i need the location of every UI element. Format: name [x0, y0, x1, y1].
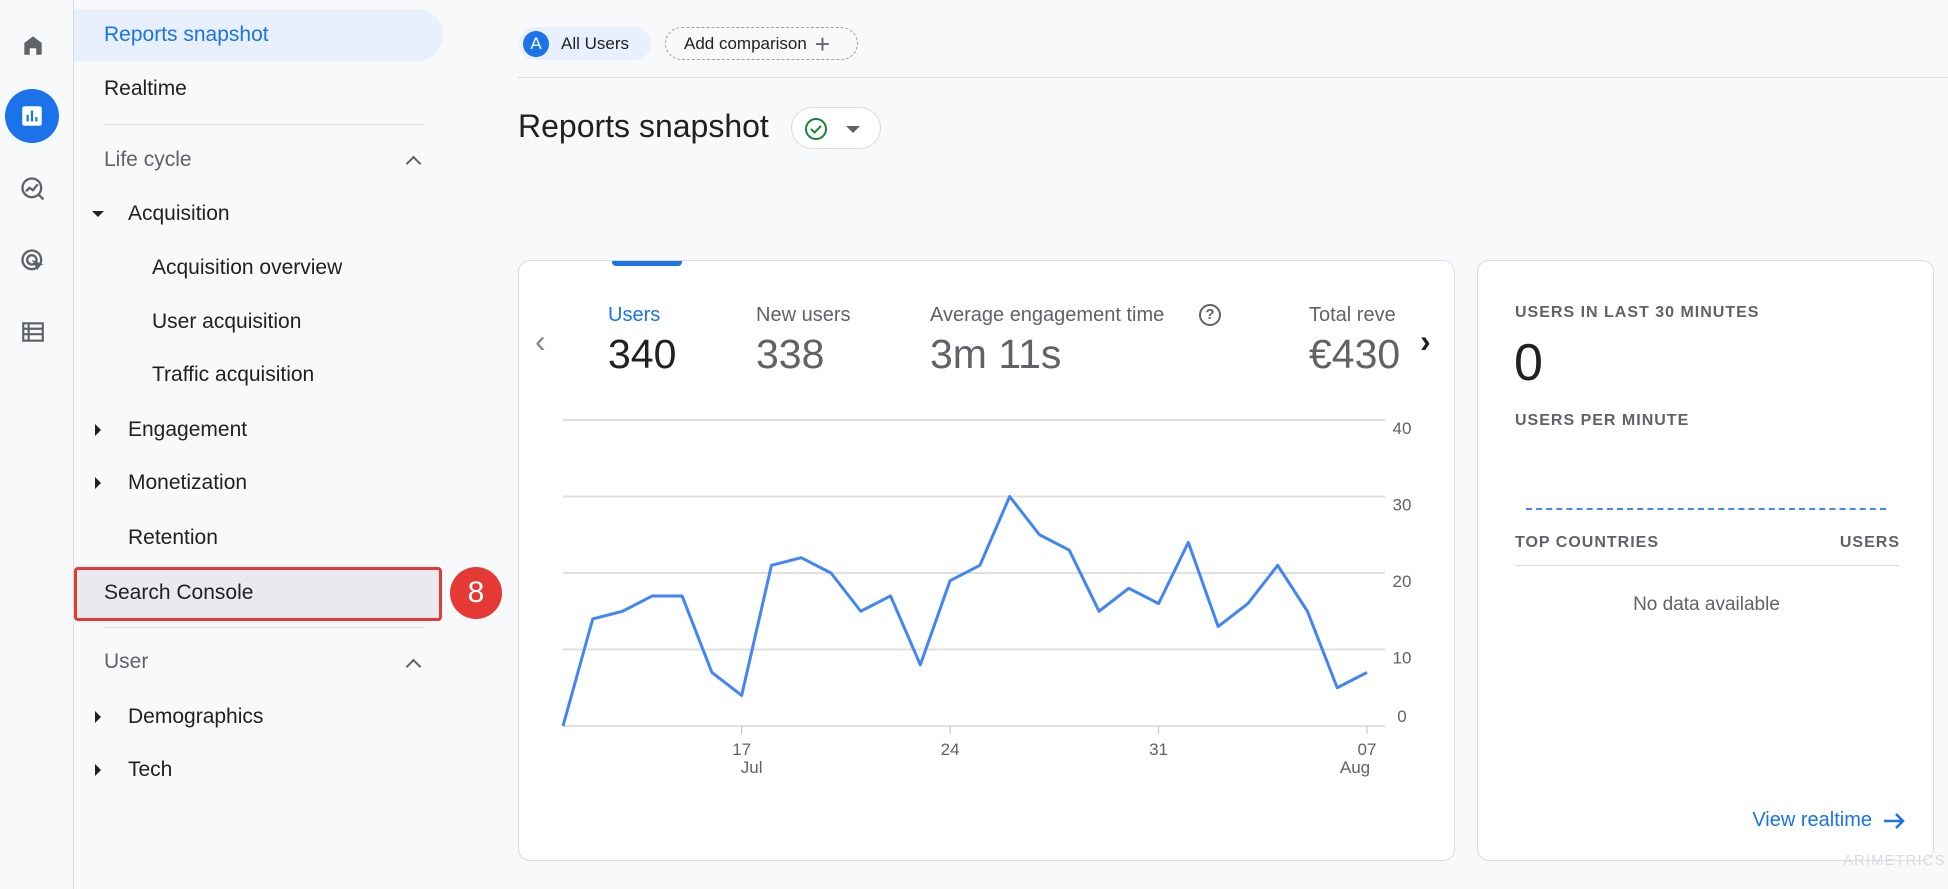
- sidebar-item-reports-snapshot[interactable]: [74, 9, 443, 61]
- y-tick-label: 0: [1397, 707, 1406, 726]
- y-tick-label: 30: [1393, 496, 1412, 515]
- top-countries-header: TOP COUNTRIES: [1515, 534, 1659, 551]
- explore-icon[interactable]: [12, 168, 54, 210]
- active-tab-indicator: [612, 261, 682, 266]
- add-comparison-button[interactable]: Add comparison +: [665, 27, 858, 60]
- sidebar-item-demographics[interactable]: Demographics: [128, 705, 264, 728]
- chevron-up-icon[interactable]: [405, 658, 422, 675]
- metric-tab-engagement-time[interactable]: Average engagement time ? 3m 11s: [930, 291, 1250, 381]
- divider: [104, 627, 424, 628]
- caret-right-icon: [95, 424, 101, 436]
- overview-card: ‹ Users 340 New users 338 Average engage…: [518, 260, 1455, 861]
- x-tick-label: 24: [941, 740, 960, 759]
- sidebar-item-realtime[interactable]: Realtime: [104, 77, 187, 100]
- metric-label: Users: [608, 304, 661, 326]
- help-icon[interactable]: ?: [1199, 304, 1221, 326]
- sidebar-item-tech[interactable]: Tech: [128, 758, 173, 781]
- view-realtime-label: View realtime: [1752, 809, 1872, 831]
- add-comparison-label: Add comparison: [684, 33, 807, 53]
- sidebar-item-search-console[interactable]: [74, 567, 442, 621]
- caret-down-icon: [92, 211, 104, 217]
- caret-down-icon: [846, 126, 860, 133]
- no-data-message: No data available: [1633, 594, 1780, 615]
- y-tick-label: 10: [1393, 649, 1412, 668]
- status-dropdown[interactable]: [791, 107, 881, 149]
- users-series-line: [561, 495, 1368, 727]
- sidebar-item-user-acquisition[interactable]: User acquisition: [152, 310, 302, 333]
- segment-chip-all-users[interactable]: A All Users: [519, 27, 651, 60]
- annotation-badge: 8: [450, 567, 502, 619]
- users-30-label: USERS IN LAST 30 MINUTES: [1515, 304, 1760, 321]
- prev-metric-arrow[interactable]: ‹: [535, 323, 546, 359]
- per-minute-label: USERS PER MINUTE: [1515, 412, 1690, 429]
- sidebar-item-monetization[interactable]: Monetization: [128, 471, 248, 494]
- advertising-icon[interactable]: [12, 240, 54, 282]
- metric-tab-new-users[interactable]: New users 338: [756, 291, 916, 381]
- per-minute-sparkline: [1526, 508, 1886, 510]
- metric-value: 3m 11s: [930, 331, 1062, 377]
- arrow-right-icon: [1884, 812, 1905, 829]
- x-tick-month-label: Aug: [1340, 758, 1370, 777]
- segment-label: All Users: [561, 33, 630, 53]
- x-tick-label: 07: [1358, 740, 1377, 759]
- watermark-logo: ARIMETRICS: [1843, 852, 1946, 869]
- sidebar-item-acquisition-overview[interactable]: Acquisition overview: [152, 256, 343, 279]
- section-user[interactable]: User: [104, 650, 149, 673]
- metric-label: New users: [756, 304, 851, 326]
- home-icon[interactable]: [12, 24, 54, 66]
- table-divider: [1515, 565, 1899, 566]
- x-tick-label: 31: [1149, 740, 1168, 759]
- metric-tab-users[interactable]: Users 340: [608, 291, 738, 381]
- y-tick-label: 20: [1393, 572, 1412, 591]
- metric-tab-total-revenue[interactable]: Total reve €430: [1309, 291, 1401, 381]
- metric-value: 340: [608, 331, 677, 377]
- metric-value: 338: [756, 331, 825, 377]
- metric-label: Total reve: [1309, 304, 1396, 326]
- segment-avatar: A: [523, 30, 549, 57]
- sidebar-item-label: Reports snapshot: [104, 23, 269, 46]
- sidebar-nav: Reports snapshot Realtime Life cycle Acq…: [74, 0, 514, 889]
- left-rail: [0, 0, 74, 889]
- chevron-up-icon[interactable]: [405, 155, 422, 172]
- section-life-cycle[interactable]: Life cycle: [104, 148, 192, 171]
- caret-right-icon: [95, 711, 101, 723]
- y-tick-label: 40: [1393, 419, 1412, 438]
- metric-value: €430: [1309, 331, 1401, 377]
- realtime-card: USERS IN LAST 30 MINUTES 0 USERS PER MIN…: [1477, 260, 1934, 861]
- header-divider: [518, 77, 1948, 78]
- sidebar-item-label: Search Console: [104, 581, 254, 604]
- page-title: Reports snapshot: [518, 108, 769, 144]
- users-column-header: USERS: [1839, 534, 1900, 551]
- sidebar-item-engagement[interactable]: Engagement: [128, 418, 248, 441]
- metric-label: Average engagement time: [930, 304, 1165, 326]
- users-30-value: 0: [1514, 334, 1543, 392]
- sidebar-item-acquisition[interactable]: Acquisition: [128, 202, 230, 225]
- reports-icon[interactable]: [5, 89, 59, 143]
- configure-icon[interactable]: [12, 311, 54, 353]
- sidebar-item-retention[interactable]: Retention: [128, 526, 218, 549]
- x-tick-month-label: Jul: [741, 758, 763, 777]
- check-circle-icon: [805, 118, 827, 140]
- sidebar-item-traffic-acquisition[interactable]: Traffic acquisition: [152, 363, 315, 386]
- x-tick-label: 17: [732, 740, 751, 759]
- view-realtime-link[interactable]: View realtime: [1752, 809, 1906, 832]
- next-metric-arrow[interactable]: ›: [1420, 323, 1431, 359]
- divider: [104, 124, 424, 125]
- plus-icon: +: [814, 28, 831, 59]
- caret-right-icon: [95, 477, 101, 489]
- caret-right-icon: [95, 764, 101, 776]
